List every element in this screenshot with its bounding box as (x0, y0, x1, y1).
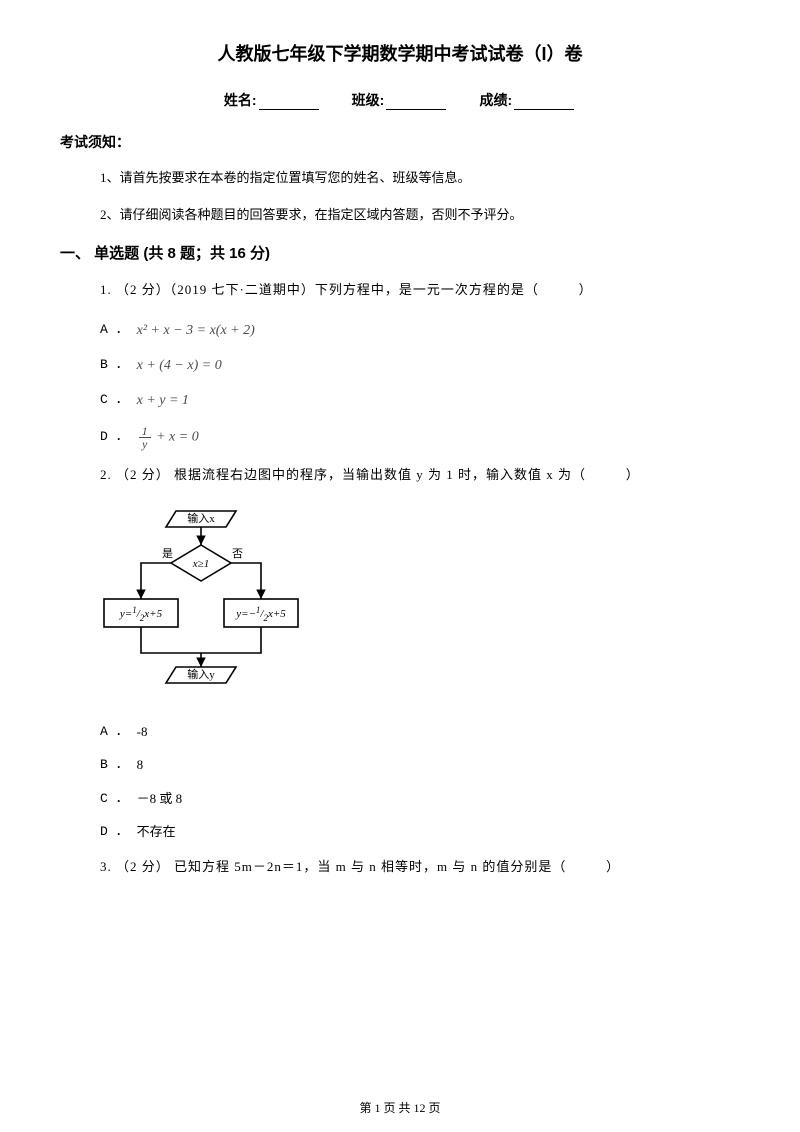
option-math: x + (4 − x) = 0 (137, 355, 222, 376)
option-text: 8 (137, 755, 144, 775)
q1-option-d: D ． 1y + x = 0 (100, 425, 740, 450)
question-3-stem: 3. （2 分） 已知方程 5m－2n＝1，当 m 与 n 相等时，m 与 n … (100, 856, 740, 879)
student-info-line: 姓名: 班级: 成绩: (60, 90, 740, 110)
q2-option-d: D ． 不存在 (100, 822, 740, 842)
notice-item: 1、请首先按要求在本卷的指定位置填写您的姓名、班级等信息。 (100, 168, 740, 189)
option-label: B ． (100, 755, 129, 775)
cond-yes-label: 是 (162, 547, 173, 560)
q2-prefix: 2. （2 分） 根据流程右边图中的程序，当输出数值 y 为 1 时，输入数值 … (100, 467, 586, 482)
q1-suffix: ） (579, 282, 593, 297)
section-heading: 一、 单选题 (共 8 题；共 16 分) (60, 242, 740, 263)
q2-option-c: C ． －8 或 8 (100, 789, 740, 809)
flowchart-figure: 输入x x≥1 是 否 y=1/2x+5 y=−1/2x+5 输入y (96, 505, 740, 710)
option-label: D ． (100, 822, 129, 842)
option-label: D ． (100, 427, 129, 447)
node-output-label: 输入y (187, 667, 215, 681)
option-math: x² + x − 3 = x(x + 2) (137, 320, 255, 341)
score-blank[interactable] (514, 96, 574, 110)
q1-option-b: B ． x + (4 − x) = 0 (100, 355, 740, 376)
question-1-stem: 1. （2 分）（2019 七下·二道期中）下列方程中，是一元一次方程的是（ ） (100, 279, 740, 302)
cond-no-label: 否 (232, 548, 243, 560)
q1-prefix: 1. （2 分）（2019 七下·二道期中）下列方程中，是一元一次方程的是（ (100, 282, 539, 297)
option-label: C ． (100, 390, 129, 410)
option-label: B ． (100, 355, 129, 375)
q2-suffix: ） (626, 467, 640, 482)
page-footer: 第 1 页 共 12 页 (0, 1099, 800, 1116)
class-label: 班级: (352, 92, 385, 108)
option-label: C ． (100, 789, 129, 809)
class-blank[interactable] (386, 96, 446, 110)
notice-item: 2、请仔细阅读各种题目的回答要求，在指定区域内答题，否则不予评分。 (100, 205, 740, 226)
option-label: A ． (100, 320, 129, 340)
page-title: 人教版七年级下学期数学期中考试试卷（I）卷 (60, 40, 740, 66)
option-text: 不存在 (137, 822, 176, 842)
q1-option-a: A ． x² + x − 3 = x(x + 2) (100, 320, 740, 341)
frac-rest: + x = 0 (153, 429, 199, 444)
option-text: -8 (137, 722, 148, 742)
node-cond-label: x≥1 (192, 558, 209, 570)
option-math: x + y = 1 (137, 390, 189, 411)
option-label: A ． (100, 722, 129, 742)
name-label: 姓名: (224, 92, 257, 108)
frac-den: y (139, 438, 150, 450)
notice-heading: 考试须知： (60, 132, 740, 152)
q3-suffix: ） (606, 859, 620, 874)
option-text: －8 或 8 (137, 789, 183, 809)
q1-option-c: C ． x + y = 1 (100, 390, 740, 411)
frac-num: 1 (139, 425, 151, 438)
node-input-label: 输入x (187, 511, 215, 525)
score-label: 成绩: (479, 92, 512, 108)
name-blank[interactable] (259, 96, 319, 110)
question-2-stem: 2. （2 分） 根据流程右边图中的程序，当输出数值 y 为 1 时，输入数值 … (100, 464, 740, 487)
option-math: 1y + x = 0 (137, 425, 199, 450)
flowchart-svg: 输入x x≥1 是 否 y=1/2x+5 y=−1/2x+5 输入y (96, 505, 306, 705)
q2-option-a: A ． -8 (100, 722, 740, 742)
q2-option-b: B ． 8 (100, 755, 740, 775)
q3-prefix: 3. （2 分） 已知方程 5m－2n＝1，当 m 与 n 相等时，m 与 n … (100, 859, 566, 874)
